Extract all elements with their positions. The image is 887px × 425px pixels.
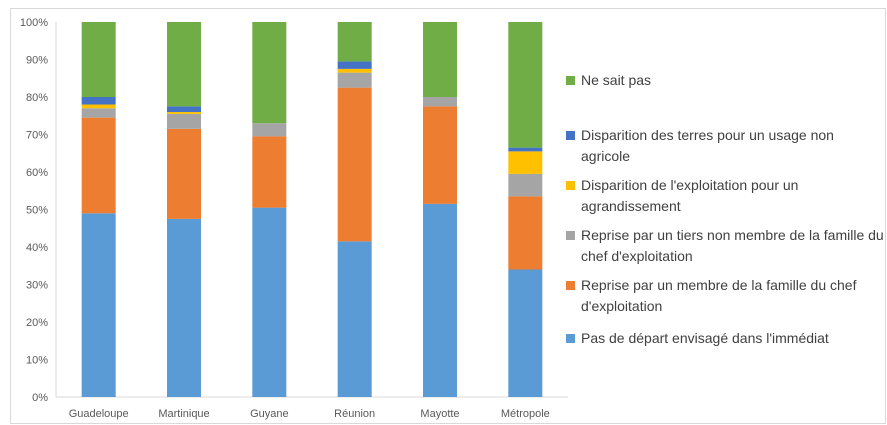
legend-item: Reprise par un membre de la famille du c…	[566, 275, 884, 317]
bar-segment	[508, 147, 543, 152]
legend-swatch	[566, 131, 575, 140]
bar-segment	[81, 104, 116, 109]
x-tick-label: Réunion	[334, 408, 375, 420]
bar-segment	[337, 87, 372, 242]
y-tick-label: 30%	[26, 280, 48, 292]
bar-segment	[423, 97, 457, 107]
bar-segment	[337, 61, 372, 69]
y-tick-label: 10%	[26, 355, 48, 367]
legend-label: Reprise par un membre de la famille du c…	[581, 277, 857, 314]
legend-swatch	[566, 281, 575, 290]
y-tick-label: 50%	[26, 205, 48, 217]
legend-item: Ne sait pas	[566, 70, 884, 91]
y-tick-label: 40%	[26, 242, 48, 254]
legend-item: Reprise par un tiers non membre de la fa…	[566, 225, 884, 267]
y-tick-label: 90%	[26, 55, 48, 67]
bar-segment	[508, 269, 543, 397]
legend-label: Reprise par un tiers non membre de la fa…	[581, 227, 884, 264]
y-tick-label: 80%	[26, 92, 48, 104]
bars	[81, 22, 543, 397]
legend-swatch	[566, 181, 575, 190]
bar-segment	[508, 22, 543, 148]
bar-segment	[508, 151, 543, 174]
y-tick-labels: 0% 10% 20% 30% 40% 50% 60% 70% 80% 90% 100%	[20, 17, 48, 404]
bar-segment	[167, 106, 201, 112]
bar-segment	[81, 97, 116, 105]
bar-segment	[81, 117, 116, 214]
legend-swatch	[566, 231, 575, 240]
y-tick-label: 100%	[20, 17, 48, 29]
bar-segment	[508, 173, 543, 197]
bar-segment	[81, 22, 116, 97]
legend-item: Disparition de l'exploitation pour un ag…	[566, 175, 884, 217]
y-tick-label: 60%	[26, 167, 48, 179]
bar-segment	[81, 108, 116, 118]
bar-segment	[252, 136, 287, 208]
x-tick-label: Martinique	[158, 408, 209, 420]
bar-segment	[167, 128, 201, 219]
bar-segment	[337, 68, 372, 73]
bar-segment	[423, 203, 457, 397]
x-tick-label: Guadeloupe	[69, 408, 129, 420]
bar-segment	[252, 123, 287, 137]
legend-label: Ne sait pas	[581, 72, 652, 88]
legend-label: Pas de départ envisagé dans l'immédiat	[581, 330, 829, 346]
bar-segment	[252, 207, 287, 397]
bar-segment	[423, 106, 457, 204]
legend-label: Disparition des terres pour un usage non…	[581, 127, 834, 164]
x-tick-label: Mayotte	[420, 408, 459, 420]
bar-segment	[252, 22, 287, 124]
legend-item: Disparition des terres pour un usage non…	[566, 125, 884, 167]
bar-segment	[337, 22, 372, 62]
bar-segment	[167, 113, 201, 129]
bar-segment	[423, 22, 457, 97]
bar-segment	[167, 218, 201, 397]
x-tick-labels: Guadeloupe Martinique Guyane Réunion Mayotte…	[69, 408, 550, 420]
x-tick-label: Métropole	[501, 408, 550, 420]
bar-segment	[337, 241, 372, 397]
y-tick-label: 20%	[26, 317, 48, 329]
legend-swatch	[566, 76, 575, 85]
bar-segment	[167, 112, 201, 114]
bar-segment	[337, 72, 372, 88]
x-tick-label: Guyane	[250, 408, 289, 420]
legend-item: Pas de départ envisagé dans l'immédiat	[566, 328, 884, 349]
y-tick-label: 0%	[32, 392, 48, 404]
bar-segment	[81, 213, 116, 397]
y-tick-label: 70%	[26, 130, 48, 142]
legend: Ne sait pas Disparition des terres pour u…	[566, 0, 886, 425]
bar-segment	[167, 22, 201, 107]
bar-segment	[508, 196, 543, 270]
legend-swatch	[566, 334, 575, 343]
legend-label: Disparition de l'exploitation pour un ag…	[581, 177, 799, 214]
